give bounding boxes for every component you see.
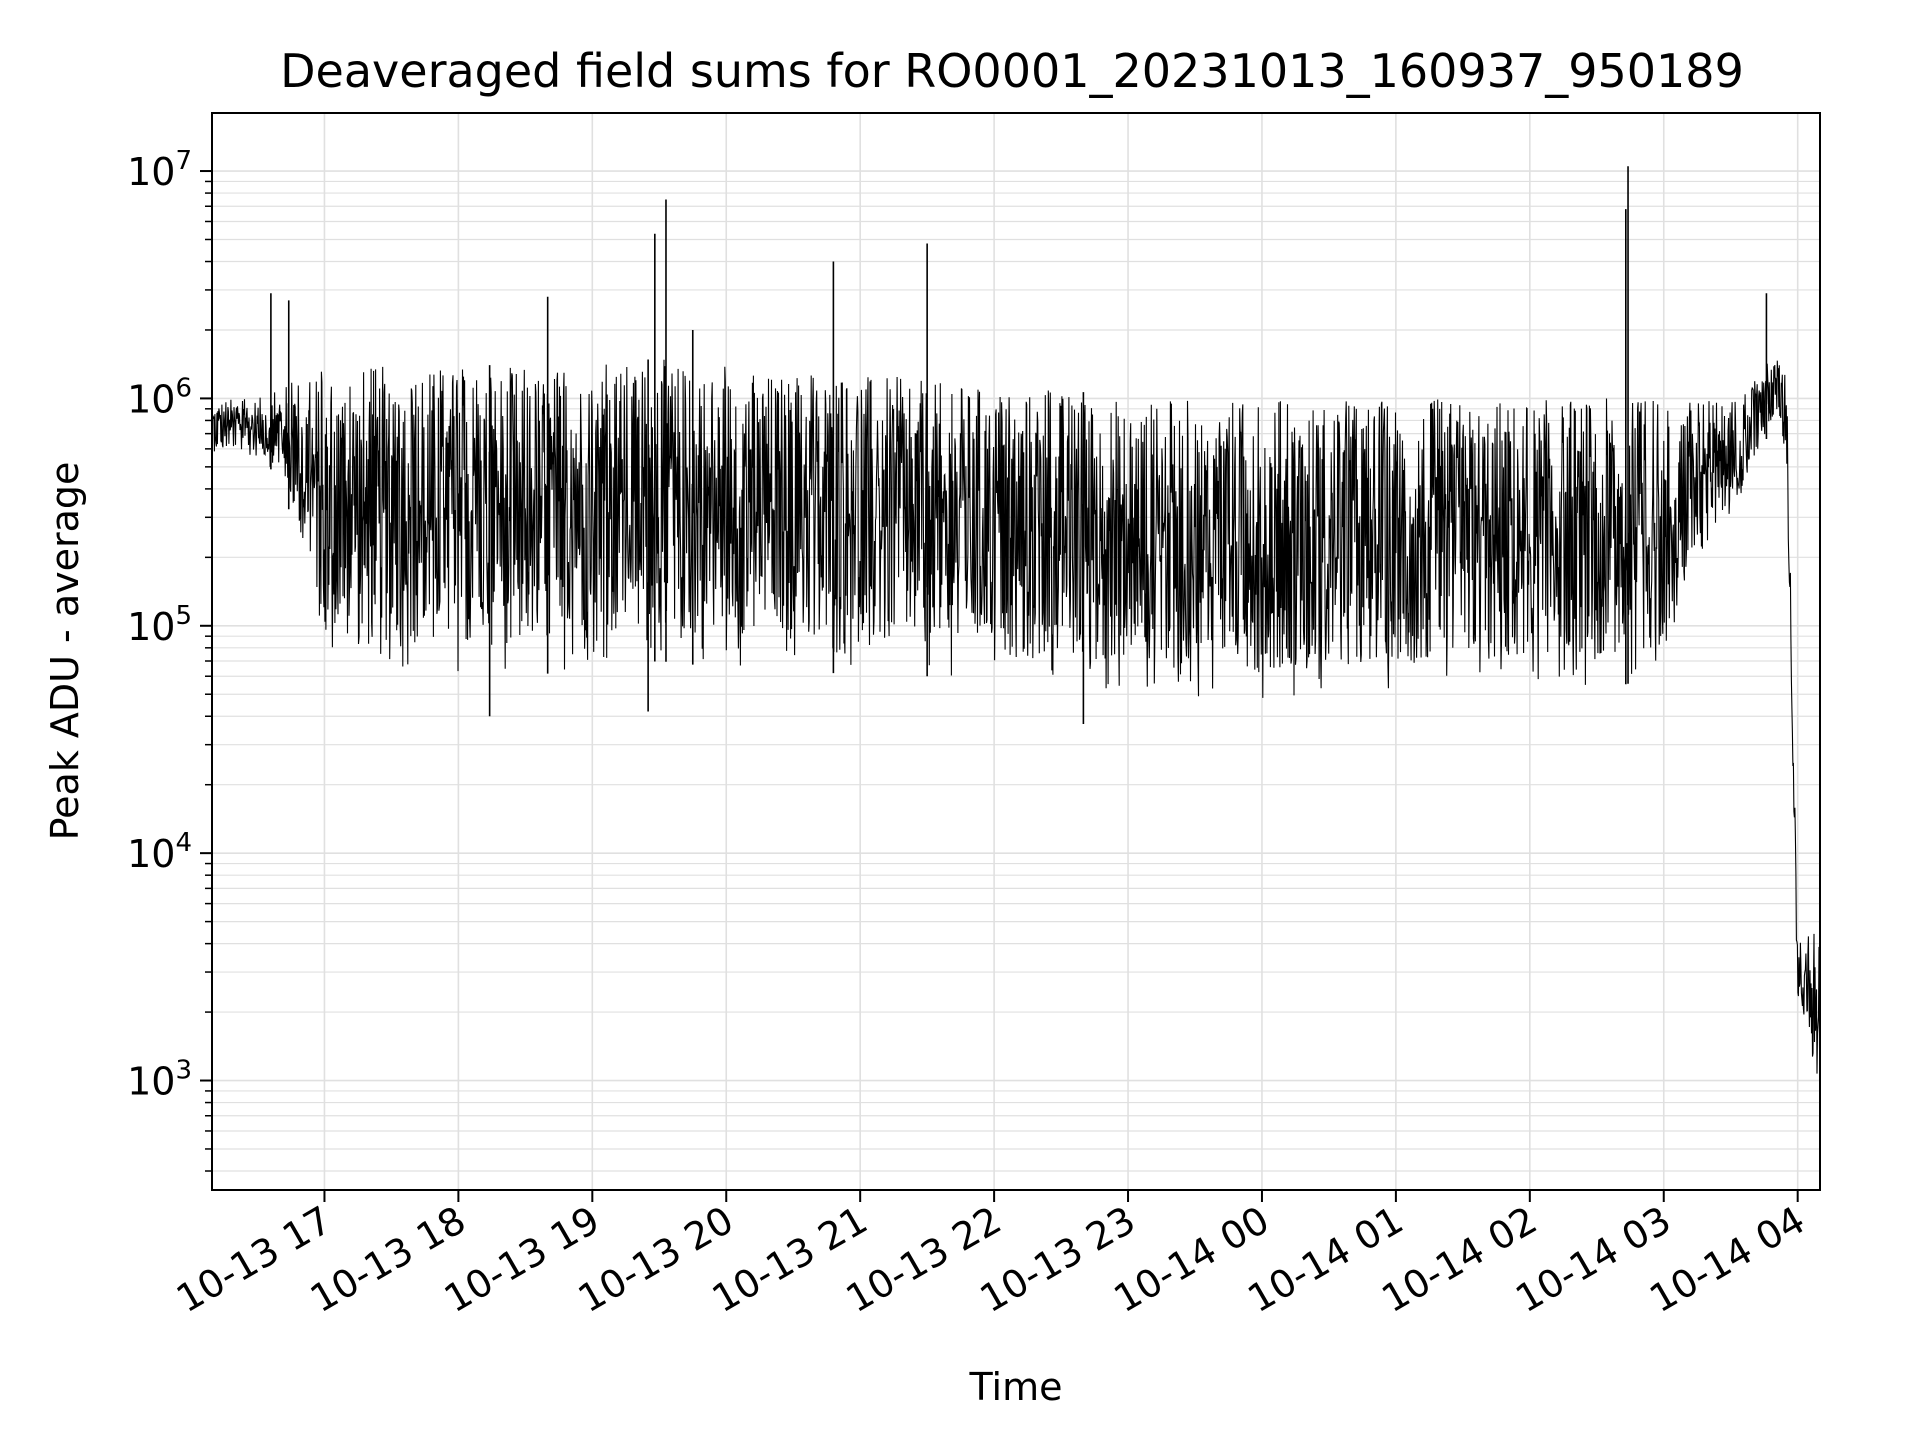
chart-title: Deaveraged field sums for RO0001_2023101… bbox=[280, 44, 1744, 98]
y-tick-label: 104 bbox=[127, 828, 192, 876]
y-tick-label: 107 bbox=[127, 146, 192, 194]
y-tick-label: 106 bbox=[127, 373, 192, 421]
series bbox=[212, 166, 1821, 1086]
x-axis-label: Time bbox=[969, 1365, 1063, 1409]
y-tick-label: 105 bbox=[127, 601, 192, 649]
grid bbox=[212, 113, 1820, 1190]
y-tick-label: 103 bbox=[127, 1056, 192, 1104]
series-line bbox=[212, 359, 1821, 1086]
plot-frame bbox=[211, 112, 1821, 1191]
y-axis-label: Peak ADU - average bbox=[43, 462, 87, 841]
y-axis: 103 104 105 106 107 bbox=[127, 146, 212, 1172]
